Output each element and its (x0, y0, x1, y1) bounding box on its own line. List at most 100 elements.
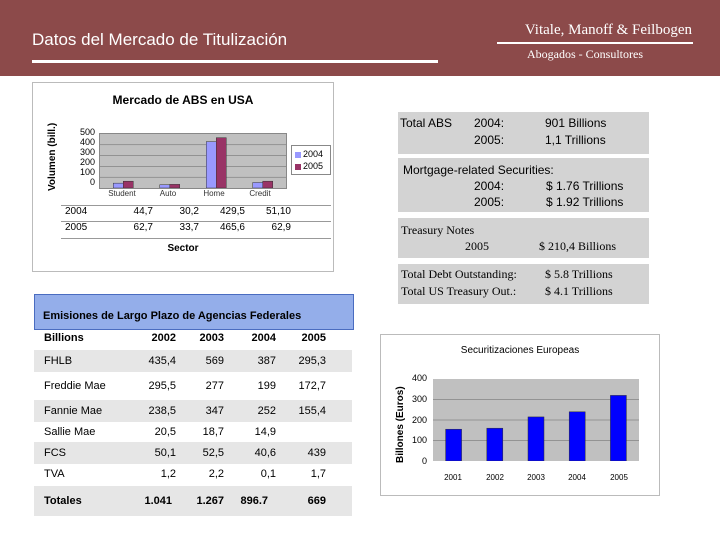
abs-table-cell: 465,6 (219, 222, 245, 233)
table-cell: 569 (205, 355, 224, 367)
table-cell: 2,2 (208, 468, 224, 480)
total-debt-value: $ 5.8 Trillions (545, 267, 613, 281)
row-label: Fannie Mae (44, 405, 103, 417)
row-label: FCS (44, 447, 66, 459)
abs-category: Home (203, 189, 225, 198)
abs-table-cell: 30,2 (179, 206, 199, 217)
eu-y-tick: 200 (411, 415, 427, 425)
table-header-row: Billions 2002 2003 2004 2005 (34, 332, 352, 350)
eu-category: 2004 (568, 473, 586, 482)
legend-swatch-2004 (295, 151, 301, 158)
abs-category: Student (108, 189, 136, 198)
agencies-title: Emisiones de Largo Plazo de Agencias Fed… (43, 310, 302, 322)
abs-y-tick: 300 (79, 147, 95, 157)
abs-bar-2004 (206, 141, 217, 189)
abs-chart: Mercado de ABS en USA Volumen (bill.) 50… (32, 82, 334, 272)
table-cell: 20,5 (154, 426, 176, 438)
abs-y-tick: 0 (89, 177, 95, 187)
abs-plot-area (99, 133, 287, 189)
table-cell: 1.267 (196, 495, 224, 507)
table-cell: 155,4 (298, 405, 326, 417)
mortgage-2004-value: $ 1.76 Trillions (546, 179, 624, 193)
table-cell: 295,3 (298, 355, 326, 367)
abs-table-row-label: 2004 (65, 206, 88, 217)
eu-chart-title: Securitizaciones Europeas (460, 345, 580, 356)
total-treasury-value: $ 4.1 Trillions (545, 284, 613, 298)
eu-bar (486, 427, 504, 462)
firm-underline (497, 42, 693, 44)
eu-category: 2003 (527, 473, 545, 482)
firm-name: Vitale, Manoff & Feilbogen (524, 22, 692, 38)
treasury-panel: Treasury Notes 2005 $ 210,4 Billions (398, 218, 649, 258)
total-abs-panel: Total ABS 2004: 901 Billions 2005: 1,1 T… (398, 112, 649, 154)
eu-category: 2002 (486, 473, 504, 482)
row-label: Sallie Mae (44, 426, 96, 438)
abs-y-axis-label: Volumen (bill.) (47, 122, 58, 191)
table-cell: 435,4 (148, 355, 176, 367)
row-label: Freddie Mae (44, 380, 106, 392)
abs-table-cell: 33,7 (179, 222, 199, 233)
abs-y-tick: 400 (79, 137, 95, 147)
eu-bar (527, 416, 545, 462)
column-header: Billions (44, 332, 84, 344)
treasury-year: 2005 (465, 239, 489, 253)
total-debt-label: Total Debt Outstanding: (401, 267, 517, 281)
legend-swatch-2005 (295, 163, 301, 170)
table-cell: 18,7 (202, 426, 224, 438)
eu-y-tick: 400 (411, 373, 427, 383)
table-cell: 1,7 (310, 468, 326, 480)
title-underline (32, 60, 438, 63)
table-cell: 277 (205, 380, 224, 392)
abs-table-row-label: 2005 (65, 222, 88, 233)
table-cell: 0,1 (260, 468, 276, 480)
table-cell: 896.7 (240, 495, 268, 507)
eu-category: 2005 (610, 473, 628, 482)
table-cell: 347 (205, 405, 224, 417)
abs-y-tick: 200 (79, 157, 95, 167)
abs-bar-2005 (123, 180, 134, 189)
abs-table-cell: 429,5 (219, 206, 245, 217)
abs-x-axis-label: Sector (167, 243, 199, 254)
legend-label: 2005 (303, 161, 324, 171)
abs-bar-2004 (159, 184, 170, 189)
table-row: Sallie Mae 20,5 18,7 14,9 (34, 426, 352, 444)
eu-bar (610, 395, 627, 462)
table-cell: 295,5 (148, 380, 176, 392)
table-cell: 669 (307, 495, 326, 507)
table-cell: 50,1 (154, 447, 176, 459)
agencies-table: Billions 2002 2003 2004 2005 FHLB 435,4 … (34, 328, 352, 516)
abs-bar-2005 (169, 184, 180, 189)
table-cell: 1.041 (144, 495, 172, 507)
table-cell: 14,9 (254, 426, 276, 438)
eu-y-tick: 100 (411, 435, 427, 445)
page-title: Datos del Mercado de Titulización (32, 30, 288, 49)
mortgage-2005-value: $ 1.92 Trillions (546, 195, 624, 209)
table-row: Freddie Mae 295,5 277 199 172,7 (34, 380, 352, 398)
column-header: 2002 (151, 332, 176, 344)
mortgage-panel: Mortgage-related Securities: 2004: $ 1.7… (398, 158, 649, 212)
mortgage-title: Mortgage-related Securities: (403, 163, 554, 177)
abs-table-cell: 44,7 (133, 206, 153, 217)
abs-chart-title: Mercado de ABS en USA (112, 93, 254, 107)
abs-bars (100, 137, 286, 189)
eu-category: 2001 (444, 473, 462, 482)
abs-legend: 2004 2005 (291, 145, 331, 175)
total-abs-2005-label: 2005: (474, 133, 505, 147)
table-cell: 40,6 (254, 447, 276, 459)
abs-bar-2004 (113, 182, 124, 189)
legend-label: 2004 (303, 149, 324, 159)
abs-table-cell: 51,10 (265, 206, 291, 217)
table-cell: 238,5 (148, 405, 176, 417)
eu-chart: Securitizaciones Europeas Billones (Euro… (380, 334, 660, 496)
header-band: Datos del Mercado de Titulización Vitale… (0, 0, 720, 76)
eu-bars (433, 395, 639, 462)
total-abs-2004-value: 901 Billions (545, 116, 607, 130)
abs-y-tick: 500 (79, 127, 95, 137)
mortgage-2004-label: 2004: (474, 179, 505, 193)
table-row: TVA 1,2 2,2 0,1 1,7 (34, 468, 352, 486)
table-cell: 52,5 (202, 447, 224, 459)
firm-subtitle: Abogados - Consultores (527, 47, 643, 61)
row-label: TVA (44, 468, 65, 480)
abs-bar-2005 (262, 180, 273, 189)
treasury-value: $ 210,4 Billions (539, 239, 617, 253)
